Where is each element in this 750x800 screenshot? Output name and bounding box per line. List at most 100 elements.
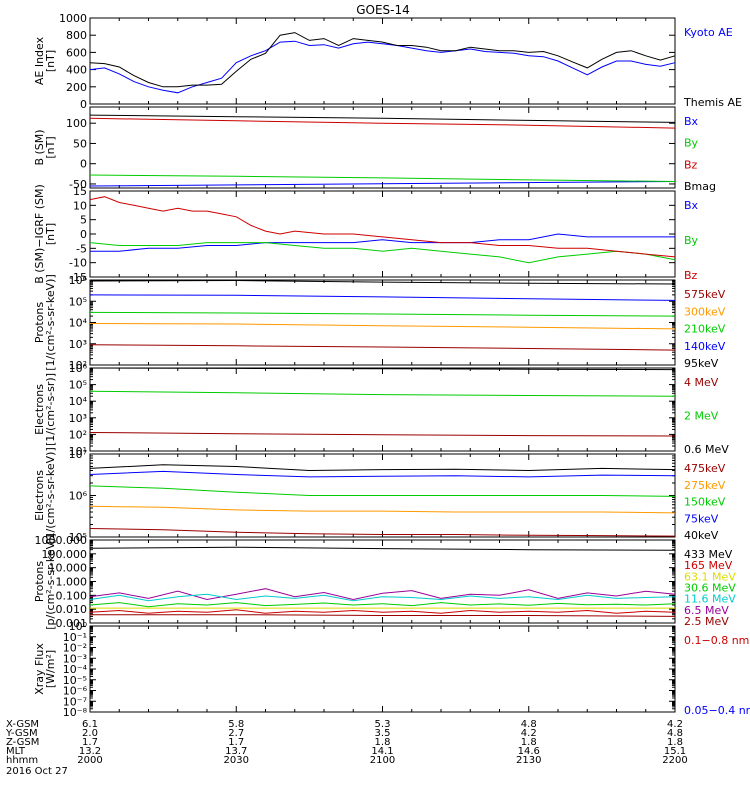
- legend-entry: 140keV: [684, 340, 726, 353]
- y-tick-label: 10⁻³: [63, 652, 87, 665]
- series-line: [89, 242, 676, 264]
- y-axis-label-line: [W/m²]: [44, 650, 57, 688]
- x-row-value: 1.8: [667, 737, 683, 748]
- series-line: [89, 196, 676, 258]
- x-row-value: 5.3: [375, 719, 391, 730]
- y-tick-label: 1000: [59, 12, 87, 25]
- x-row-value: 3.5: [375, 728, 391, 739]
- legend-entry: 0.1−0.8 nm: [684, 634, 749, 647]
- y-axis-label-line: B (SM): [33, 129, 46, 165]
- series-line: [89, 470, 676, 478]
- x-row-value: 2030: [224, 755, 249, 766]
- series-line: [89, 323, 676, 330]
- y-axis-label: Xray Flux[W/m²]: [33, 643, 57, 695]
- x-row-value: 4.2: [667, 719, 683, 730]
- x-row-label: MLT: [6, 746, 26, 757]
- series-line: [89, 114, 676, 123]
- legend-entry: 4 MeV: [684, 376, 719, 389]
- x-row-label: hhmm: [6, 755, 38, 766]
- y-tick-label: 10⁻²: [63, 642, 87, 655]
- legend-entry: 300keV: [684, 305, 726, 318]
- series-line: [89, 390, 676, 397]
- y-tick-label: 100.000: [42, 548, 88, 561]
- series-line: [89, 117, 676, 129]
- series-line: [89, 546, 676, 551]
- series-line: [89, 181, 676, 187]
- panel-frame: [89, 625, 676, 713]
- y-tick-label: 15: [73, 185, 87, 198]
- y-tick-label: 800: [66, 29, 87, 42]
- legend-entry: Kyoto AE: [684, 26, 733, 39]
- legend-entry: 275keV: [684, 479, 726, 492]
- series-line: [89, 602, 676, 608]
- panel-frame: [89, 17, 676, 105]
- y-axis-label: Protons[p/(cm²-s-sr-keV)]: [33, 533, 57, 630]
- y-tick-label: 0: [80, 158, 87, 171]
- y-axis-label-line: [1/(cm²-s-sr-keV)]: [44, 447, 57, 544]
- legend-entry: 0.05−0.4 nm: [684, 704, 750, 717]
- series-line: [89, 311, 676, 317]
- y-tick-label: 0: [80, 228, 87, 241]
- y-tick-label: -15: [69, 271, 87, 284]
- legend-entry: 0.6 MeV: [684, 443, 729, 456]
- series-line: [89, 344, 676, 351]
- x-row-value: 13.2: [79, 746, 101, 757]
- x-row-value: 14.1: [371, 746, 393, 757]
- legend-entry: Bx: [684, 115, 699, 128]
- y-tick-label: 200: [66, 81, 87, 94]
- y-axis-label: B (SM)−IGRF (SM)[nT]: [33, 184, 57, 284]
- legend-entry: 2 MeV: [684, 410, 719, 423]
- legend-entry: 475keV: [684, 462, 726, 475]
- y-axis-label-line: B (SM)−IGRF (SM): [33, 184, 46, 284]
- x-axis-labels: X-GSM 6.1 5.8 5.3 4.8 4.2Y-GSM 2.0 2.7 3.5 4.2 4.8…: [5, 719, 688, 777]
- y-axis-label-line: Electrons: [33, 384, 46, 435]
- series-line: [89, 40, 676, 94]
- y-tick-label: 10.000: [49, 562, 88, 575]
- y-tick-label: 1000.000: [35, 534, 88, 547]
- y-axis-label-line: [nT]: [44, 50, 57, 72]
- series-line: [89, 32, 676, 88]
- series-line: [89, 593, 676, 602]
- y-tick-label: 10⁶: [69, 362, 88, 375]
- series-line: [89, 485, 676, 497]
- y-axis-label-line: [1/(cm²-s-sr-keV)]: [44, 274, 57, 371]
- y-tick-label: 10⁻⁴: [63, 663, 88, 676]
- panel-frame: [89, 279, 676, 366]
- panel-frame: [89, 190, 676, 278]
- y-axis-label-line: [1/(cm²-s-sr)]: [44, 373, 57, 446]
- legend-entry: 6.5 MeV: [684, 604, 729, 617]
- y-tick-label: 10⁻⁷: [63, 695, 87, 708]
- y-tick-label: 100: [66, 117, 87, 130]
- y-tick-label: 600: [66, 46, 87, 59]
- y-tick-label: 10⁶: [69, 274, 88, 287]
- legend-entry: 575keV: [684, 288, 726, 301]
- series-line: [89, 294, 676, 301]
- y-tick-label: 10²: [69, 428, 87, 441]
- legend-entry: Bmag: [684, 180, 716, 193]
- x-row-value: 1.8: [521, 737, 537, 748]
- panel-frame: [89, 367, 676, 452]
- y-tick-label: 10⁵: [69, 295, 87, 308]
- x-row-value: 1.8: [375, 737, 391, 748]
- series-line: [89, 588, 676, 601]
- y-tick-label: 10³: [69, 338, 87, 351]
- series-line: [89, 609, 676, 614]
- chart-title: GOES-14: [356, 3, 410, 17]
- x-row-value: 5.8: [228, 719, 244, 730]
- y-axis-label-line: Electrons: [33, 470, 46, 521]
- y-tick-label: 0.001: [56, 617, 88, 630]
- y-axis-label-line: [nT]: [44, 223, 57, 245]
- x-row-value: 1.7: [228, 737, 244, 748]
- series-line: [89, 464, 676, 472]
- series-line: [89, 174, 676, 182]
- panel-b: -50 0 50 100 B (SM)[nT] Bx By Bz Bmag: [33, 106, 716, 193]
- x-row-value: 13.7: [225, 746, 247, 757]
- y-tick-label: 0.100: [56, 589, 88, 602]
- legend-entry: Bx: [684, 199, 699, 212]
- y-tick-label: -10: [69, 257, 87, 270]
- y-tick-label: 1.000: [56, 576, 88, 589]
- y-tick-label: -50: [69, 178, 87, 191]
- x-row-value: 4.2: [521, 728, 537, 739]
